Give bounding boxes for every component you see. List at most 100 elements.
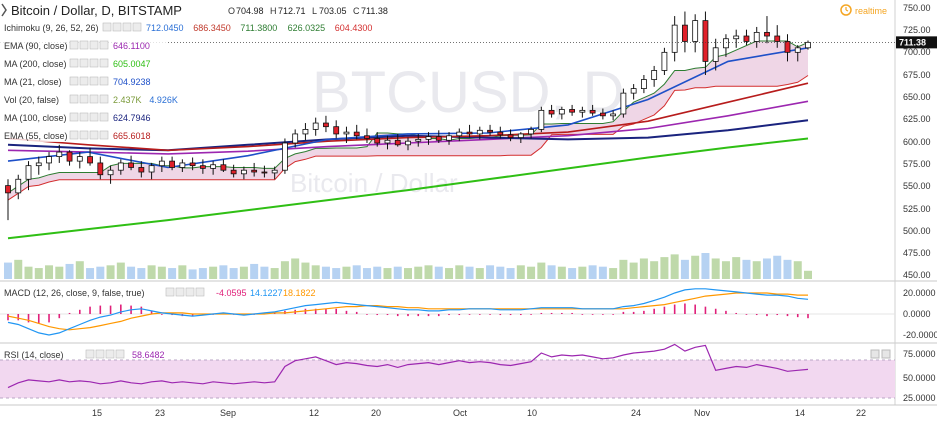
legend-label[interactable]: Vol (20, false) (4, 95, 59, 105)
pane-control-icon[interactable] (85, 349, 95, 359)
symbol-title[interactable]: Bitcoin / Dollar, D, BITSTAMP (11, 3, 182, 18)
volume-bar (270, 268, 279, 279)
legend-label[interactable]: EMA (55, close) (4, 131, 68, 141)
candle (220, 159, 227, 173)
volume-bar (116, 262, 125, 279)
legend-control-icon[interactable] (69, 76, 79, 86)
legend-control-icon[interactable] (79, 58, 89, 68)
ma-line (7, 119, 809, 152)
volume-bar (404, 268, 412, 279)
candle-body (528, 128, 534, 135)
candle-body (56, 151, 63, 157)
volume-bar (65, 263, 74, 279)
legend-control-icon[interactable] (99, 112, 109, 122)
candle-body (220, 164, 227, 171)
open-label: O (228, 6, 235, 16)
volume-bar (96, 266, 105, 279)
volume-bar (393, 266, 402, 279)
pane-window-icon[interactable] (870, 349, 891, 359)
legend-control-icon[interactable] (69, 40, 79, 50)
legend-control-icon[interactable] (132, 22, 142, 32)
legend-label[interactable]: MA (200, close) (4, 59, 67, 69)
legend-control-icon[interactable] (69, 94, 79, 104)
volume-bar (629, 262, 638, 279)
macd-histogram-bar (345, 310, 348, 314)
macd-histogram-bar (78, 309, 81, 314)
legend-control-icon[interactable] (89, 76, 99, 86)
pane-control-icon[interactable] (165, 287, 175, 297)
price-tick: 650.00 (903, 92, 931, 102)
pane-control-icon[interactable] (95, 349, 105, 359)
candle (230, 164, 237, 178)
pane-control-icon[interactable] (195, 287, 205, 297)
legend-control-icon[interactable] (89, 58, 99, 68)
legend-control-icon[interactable] (79, 130, 89, 140)
candle (158, 156, 165, 173)
volume-bar (14, 259, 23, 279)
legend-control-icon[interactable] (99, 40, 109, 50)
candle-body (97, 162, 104, 176)
legend-label[interactable]: MA (21, close) (4, 77, 62, 87)
candle-body (117, 162, 124, 171)
legend-control-icon[interactable] (69, 112, 79, 122)
legend-control-icon[interactable] (99, 58, 109, 68)
legend-control-icon[interactable] (102, 22, 112, 32)
legend-label[interactable]: MA (100, close) (4, 113, 67, 123)
legend-control-icon[interactable] (122, 22, 132, 32)
volume-bar (465, 266, 474, 279)
volume-bar (352, 265, 361, 279)
macd-histogram-bar (489, 314, 491, 315)
candle-body (630, 88, 637, 94)
legend-control-icon[interactable] (79, 40, 89, 50)
legend-label[interactable]: Ichimoku (9, 26, 52, 26) (4, 23, 99, 33)
volume-bar (701, 253, 710, 279)
legend-control-icon[interactable] (69, 58, 79, 68)
legend-control-icon[interactable] (99, 94, 109, 104)
rsi-line (7, 343, 809, 389)
candle-body (753, 31, 760, 42)
legend-label[interactable]: EMA (90, close) (4, 41, 68, 51)
macd-histogram-bar (776, 314, 779, 316)
candle (466, 124, 473, 138)
pane-control-icon[interactable] (115, 349, 125, 359)
macd-histogram-bar (448, 314, 450, 316)
macd-histogram-bar (561, 312, 563, 314)
ohlc-values: O 704.98 H 712.71 L 703.05 C 711.38 (228, 6, 388, 16)
volume-bar (137, 268, 146, 279)
legend-control-icon[interactable] (99, 130, 109, 140)
realtime-indicator[interactable]: realtime (840, 4, 887, 16)
legend-control-icon[interactable] (89, 112, 99, 122)
legend-control-icon[interactable] (79, 94, 89, 104)
macd-histogram-bar (140, 306, 143, 314)
candle (507, 129, 514, 142)
pane-control-icon[interactable] (105, 349, 115, 359)
legend-control-icon[interactable] (79, 112, 89, 122)
close-value: 711.38 (361, 6, 388, 16)
legend-control-icon[interactable] (89, 130, 99, 140)
legend-control-icon[interactable] (89, 40, 99, 50)
macd-histogram-bar (396, 314, 399, 317)
volume-bar (45, 265, 54, 279)
macd-histogram-bar (786, 314, 789, 317)
macd-histogram-bar (612, 314, 614, 315)
candle-body (702, 20, 709, 62)
collapse-chevron-icon[interactable] (1, 3, 7, 17)
legend-control-icon[interactable] (89, 94, 99, 104)
price-tick: 750.00 (903, 3, 931, 13)
macd-label[interactable]: MACD (12, 26, close, 9, false, true) (4, 288, 145, 298)
price-axis: 750.00 725.00 700.00 675.00 650.00 625.0… (903, 3, 931, 280)
pane-control-icon[interactable] (185, 287, 195, 297)
volume-bar (260, 266, 269, 279)
macd-axis: 20.0000 0.0000 -20.0000 (903, 288, 937, 340)
volume-bar (711, 258, 720, 279)
pane-control-icon[interactable] (175, 287, 185, 297)
legend-control-icon[interactable] (69, 130, 79, 140)
legend-control-icon[interactable] (79, 76, 89, 86)
candle-body (579, 109, 586, 113)
rsi-label[interactable]: RSI (14, close) (4, 350, 64, 360)
legend-control-icon[interactable] (99, 76, 109, 86)
legend-control-icon[interactable] (112, 22, 122, 32)
candle (692, 14, 699, 53)
